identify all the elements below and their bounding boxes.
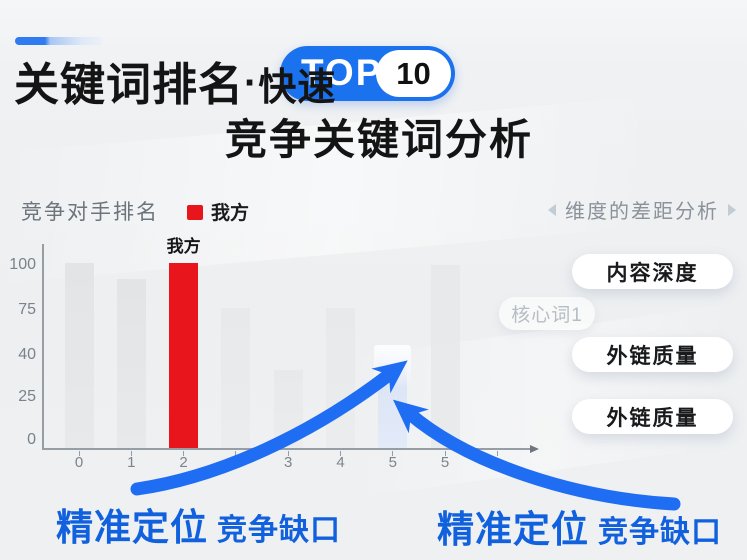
competitor-bar — [326, 308, 355, 448]
competitor-bar — [221, 308, 251, 448]
x-axis-arrowhead-icon — [530, 445, 539, 453]
competitor-bar — [273, 369, 303, 448]
callout-left-strong: 精准定位 — [56, 507, 208, 548]
y-axis-tick-label: 0 — [27, 431, 36, 448]
chevron-left-icon — [548, 203, 556, 216]
page-title-suffix: 快速 — [258, 67, 337, 109]
competitor-bar — [64, 263, 94, 448]
callout-right-rest: 竞争缺口 — [598, 516, 722, 549]
x-axis-tick-label: 0 — [74, 454, 84, 471]
dimension-pill-content-depth: 内容深度 — [572, 254, 733, 289]
badge-number: 10 — [376, 50, 451, 97]
x-axis-tick-label: 5 — [388, 454, 397, 471]
faded-keyword-pill: 核心词1 — [499, 297, 595, 330]
callout-left: 精准定位 竞争缺口 — [56, 497, 341, 551]
callout-left-rest: 竞争缺口 — [217, 514, 341, 547]
x-axis-tick — [496, 451, 498, 456]
dimension-panel-title: 维度的差距分析 — [565, 201, 719, 223]
x-axis-tick-label: 2 — [179, 454, 188, 471]
dimension-panel-header: 维度的差距分析 — [548, 195, 747, 224]
legend-color-swatch — [187, 205, 203, 220]
legend-label: 我方 — [211, 203, 250, 224]
x-axis-tick-label: 5 — [440, 454, 450, 471]
chart-title: 竞争对手排名 — [21, 201, 159, 224]
dimension-pill-backlink-quality-1: 外链质量 — [572, 337, 733, 372]
competitor-bar — [116, 279, 146, 448]
page-subtitle: 竞争关键词分析 — [225, 116, 534, 163]
x-axis-tick — [235, 451, 237, 456]
y-axis-tick-label: 75 — [18, 301, 36, 318]
x-axis-line — [42, 448, 532, 450]
page-title-dot: · — [244, 61, 259, 105]
our-side-bar — [169, 263, 199, 448]
page-title-main: 关键词排名 — [14, 59, 245, 110]
dimension-pill-backlink-quality-2: 外链质量 — [572, 399, 733, 434]
x-axis-tick — [78, 451, 80, 456]
y-axis-tick-label: 25 — [18, 388, 36, 405]
gap-highlight-bar — [374, 344, 412, 448]
callout-right-strong: 精准定位 — [437, 509, 589, 550]
x-axis-tick-label: 1 — [127, 454, 136, 471]
x-axis-tick-label: 4 — [336, 454, 345, 471]
bar-value-label: 我方 — [166, 237, 201, 256]
x-axis-tick-label: 3 — [284, 454, 293, 471]
chart-plot: 0 25 40 75 100 0 1 我方 2 3 4 5 5 — [9, 237, 542, 471]
title-accent-bar — [15, 37, 103, 45]
callout-right: 精准定位 竞争缺口 — [437, 499, 722, 553]
competitor-bar — [430, 264, 460, 448]
y-axis-tick-label: 40 — [18, 346, 36, 363]
y-axis-line — [42, 244, 44, 450]
chevron-right-icon — [728, 203, 736, 216]
y-axis-tick-label: 100 — [9, 256, 36, 273]
page-title: 关键词排名·快速 — [14, 48, 336, 113]
